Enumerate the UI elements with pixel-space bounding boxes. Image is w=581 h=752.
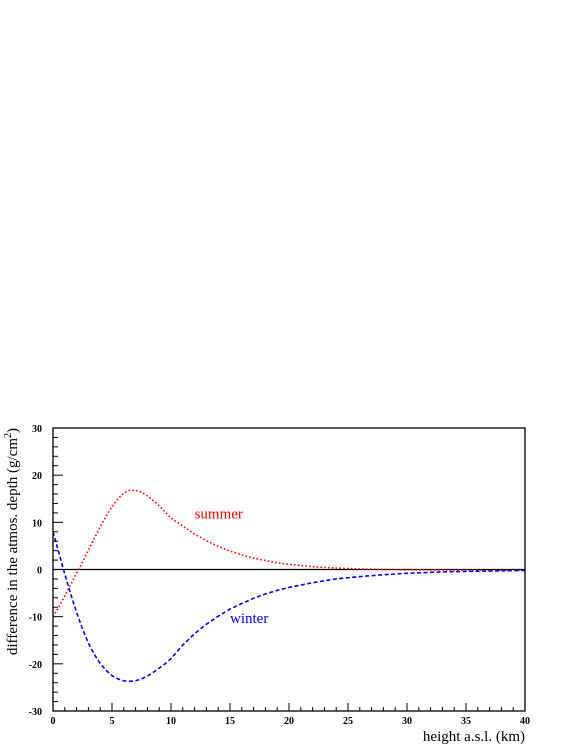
annotation-winter: winter — [230, 611, 268, 627]
axis-ticks — [52, 427, 526, 712]
y-axis-title: difference in the atmos. depth (g/cm2) — [3, 428, 21, 655]
y-axis-title-main: difference in the atmos. depth (g/cm — [5, 438, 21, 655]
series-annotations: summer winter — [195, 507, 269, 627]
x-tick-label: 30 — [402, 716, 412, 727]
y-tick-label: -20 — [29, 660, 42, 671]
y-tick-label: 30 — [32, 424, 42, 435]
y-tick-label: -30 — [29, 707, 42, 718]
y-axis-title-close: ) — [5, 428, 21, 433]
series-line-winter — [52, 531, 526, 683]
y-tick-label: 20 — [32, 471, 42, 482]
x-axis-title: height a.s.l. (km) — [423, 729, 525, 745]
tick-labels: 0 5 10 15 20 25 30 35 40 -30 -20 -10 0 10 20 30 — [29, 424, 530, 727]
x-tick-label: 10 — [166, 716, 176, 727]
y-axis-title-superscript: 2 — [3, 433, 14, 438]
x-tick-label: 40 — [520, 716, 530, 727]
x-tick-label: 25 — [343, 716, 353, 727]
annotation-summer: summer — [195, 507, 243, 523]
x-tick-label: 15 — [225, 716, 235, 727]
x-tick-label: 5 — [110, 716, 115, 727]
y-tick-label: 0 — [37, 566, 42, 577]
x-tick-label: 35 — [461, 716, 471, 727]
x-tick-label: 0 — [51, 716, 56, 727]
x-tick-label: 20 — [284, 716, 294, 727]
plot-area — [52, 489, 526, 683]
y-tick-label: 10 — [32, 518, 42, 529]
y-tick-label: -10 — [29, 613, 42, 624]
series-line-summer — [52, 489, 526, 618]
